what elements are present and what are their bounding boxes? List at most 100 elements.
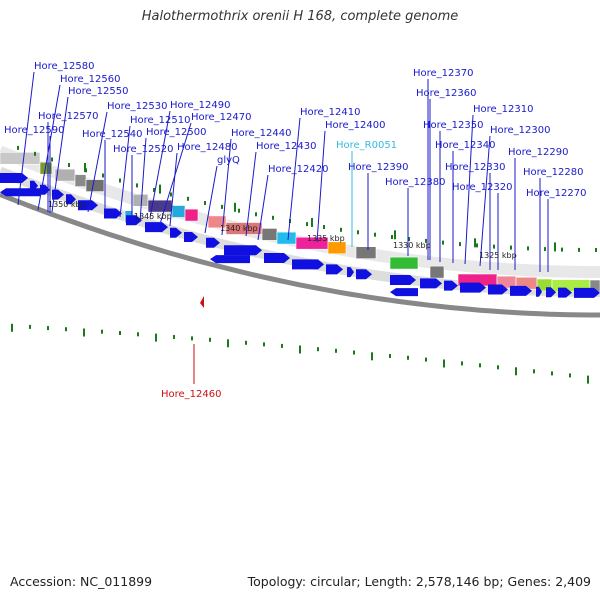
gene-label[interactable]: Hore_12540 bbox=[82, 129, 143, 140]
gene-arrow[interactable] bbox=[390, 288, 418, 297]
gene-arrow[interactable] bbox=[30, 180, 38, 191]
cog-block[interactable] bbox=[355, 246, 377, 259]
gene-arrow[interactable] bbox=[206, 237, 220, 248]
gene-arrow[interactable] bbox=[0, 173, 28, 183]
genome-summary-text: Topology: circular; Length: 2,578,146 bp… bbox=[247, 574, 591, 589]
label-leader-line bbox=[139, 137, 147, 223]
label-leader-line bbox=[479, 135, 491, 267]
cog-block[interactable] bbox=[261, 228, 278, 241]
gene-arrow[interactable] bbox=[460, 282, 486, 293]
gene-arrow[interactable] bbox=[210, 255, 250, 264]
label-leader-line bbox=[221, 138, 232, 236]
gene-label[interactable]: Hore_12300 bbox=[490, 125, 551, 136]
gene-arrow[interactable] bbox=[292, 259, 324, 270]
gene-label[interactable]: Hore_12380 bbox=[385, 177, 446, 188]
gene-label[interactable]: Hore_12310 bbox=[473, 104, 534, 115]
gene-label[interactable]: Hore_12580 bbox=[34, 61, 95, 72]
gene-label[interactable]: Hore_R0051 bbox=[336, 140, 397, 151]
gene-label[interactable]: Hore_12520 bbox=[113, 144, 174, 155]
gene-arrow[interactable] bbox=[420, 278, 442, 289]
accession-text: Accession: NC_011899 bbox=[10, 574, 153, 589]
gene-label[interactable]: Hore_12320 bbox=[452, 182, 513, 193]
gene-label[interactable]: Hore_12350 bbox=[423, 120, 484, 131]
gene-label[interactable]: Hore_12280 bbox=[523, 167, 584, 178]
selected-gene-arrow-icon bbox=[200, 296, 204, 308]
label-leader-line bbox=[87, 111, 108, 213]
gene-arrow[interactable] bbox=[444, 280, 458, 291]
cog-block[interactable] bbox=[184, 208, 199, 222]
gene-label[interactable]: Hore_12570 bbox=[38, 111, 99, 122]
gene-label[interactable]: Hore_12550 bbox=[68, 86, 129, 97]
label-leader-line bbox=[204, 165, 218, 234]
gene-arrow[interactable] bbox=[126, 215, 142, 226]
genome-title: Halothermothrix orenii H 168, complete g… bbox=[141, 9, 459, 24]
gene-arrow[interactable] bbox=[347, 267, 354, 278]
cog-block[interactable] bbox=[429, 265, 445, 279]
gene-label[interactable]: Hore_12560 bbox=[60, 74, 121, 85]
gene-arrow[interactable] bbox=[66, 194, 76, 205]
cog-block[interactable] bbox=[276, 231, 297, 245]
gene-label[interactable]: Hore_12290 bbox=[508, 147, 569, 158]
scale-label: 1345 kbp bbox=[134, 212, 172, 221]
label-leader-line bbox=[119, 125, 131, 218]
label-leader-line bbox=[17, 71, 35, 206]
cog-block[interactable] bbox=[389, 256, 419, 270]
cog-block[interactable] bbox=[207, 215, 227, 229]
scale-label: 1330 kbp bbox=[393, 241, 431, 250]
gene-label[interactable]: Hore_12490 bbox=[170, 100, 231, 111]
gene-arrow[interactable] bbox=[326, 264, 343, 275]
gene-label[interactable]: Hore_12340 bbox=[435, 140, 496, 151]
label-leader-line bbox=[287, 117, 301, 241]
gene-arrow[interactable] bbox=[488, 284, 508, 295]
gene-arrows bbox=[0, 173, 600, 298]
gene-label[interactable]: Hore_12360 bbox=[416, 88, 477, 99]
cog-block[interactable] bbox=[171, 205, 186, 218]
cog-block[interactable] bbox=[74, 174, 87, 187]
gene-arrow[interactable] bbox=[104, 208, 122, 219]
label-leader-line bbox=[37, 84, 61, 211]
gene-label[interactable]: Hore_12420 bbox=[268, 164, 329, 175]
gene-arrow[interactable] bbox=[145, 222, 168, 233]
gene-label[interactable]: Hore_12370 bbox=[413, 68, 474, 79]
cog-block[interactable] bbox=[132, 194, 149, 207]
gene-arrow[interactable] bbox=[224, 245, 262, 256]
gene-arrow[interactable] bbox=[356, 269, 372, 280]
genome-backbone-line bbox=[0, 192, 600, 318]
scale-label: 1335 kbp bbox=[307, 234, 345, 243]
gene-arrow[interactable] bbox=[264, 253, 290, 263]
gene-arrow[interactable] bbox=[510, 285, 532, 296]
label-leader-line bbox=[257, 174, 269, 241]
gene-label[interactable]: Hore_12330 bbox=[445, 162, 506, 173]
gene-label[interactable]: Hore_12530 bbox=[107, 101, 168, 112]
gene-label[interactable]: Hore_12270 bbox=[526, 188, 587, 199]
gene-arrow[interactable] bbox=[558, 287, 572, 298]
gene-label[interactable]: Hore_12590 bbox=[4, 125, 65, 136]
selected-gene-marker: Hore_12460 bbox=[161, 296, 222, 400]
gene-arrow[interactable] bbox=[574, 287, 600, 298]
gene-label[interactable]: Hore_12500 bbox=[146, 127, 207, 138]
cog-block[interactable] bbox=[0, 152, 41, 165]
scale-label: 1340 kbp bbox=[220, 224, 258, 233]
gene-arrow[interactable] bbox=[170, 227, 182, 238]
cog-block[interactable] bbox=[85, 179, 105, 192]
gene-label[interactable]: Hore_12390 bbox=[348, 162, 409, 173]
scale-labels: 1350 kbp 1345 kbp 1340 kbp 1335 kbp 1330 kbp… bbox=[48, 200, 517, 260]
cog-block[interactable] bbox=[327, 241, 347, 255]
gene-label[interactable]: Hore_12400 bbox=[325, 120, 386, 131]
gene-label[interactable]: Hore_12410 bbox=[300, 107, 361, 118]
gene-label[interactable]: glyQ bbox=[217, 155, 240, 166]
label-leader-line bbox=[245, 151, 257, 237]
gene-label[interactable]: Hore_12470 bbox=[191, 112, 252, 123]
gene-label[interactable]: Hore_12510 bbox=[130, 115, 191, 126]
gene-arrow[interactable] bbox=[536, 286, 542, 297]
gene-label[interactable]: Hore_12440 bbox=[231, 128, 292, 139]
gene-label[interactable]: Hore_12430 bbox=[256, 141, 317, 152]
gene-arrow[interactable] bbox=[546, 287, 556, 298]
selected-gene-label[interactable]: Hore_12460 bbox=[161, 389, 222, 400]
gene-label[interactable]: Hore_12480 bbox=[177, 142, 238, 153]
gene-arrow[interactable] bbox=[78, 200, 98, 211]
gene-arrow[interactable] bbox=[390, 275, 416, 285]
gene-arrow[interactable] bbox=[184, 232, 198, 242]
